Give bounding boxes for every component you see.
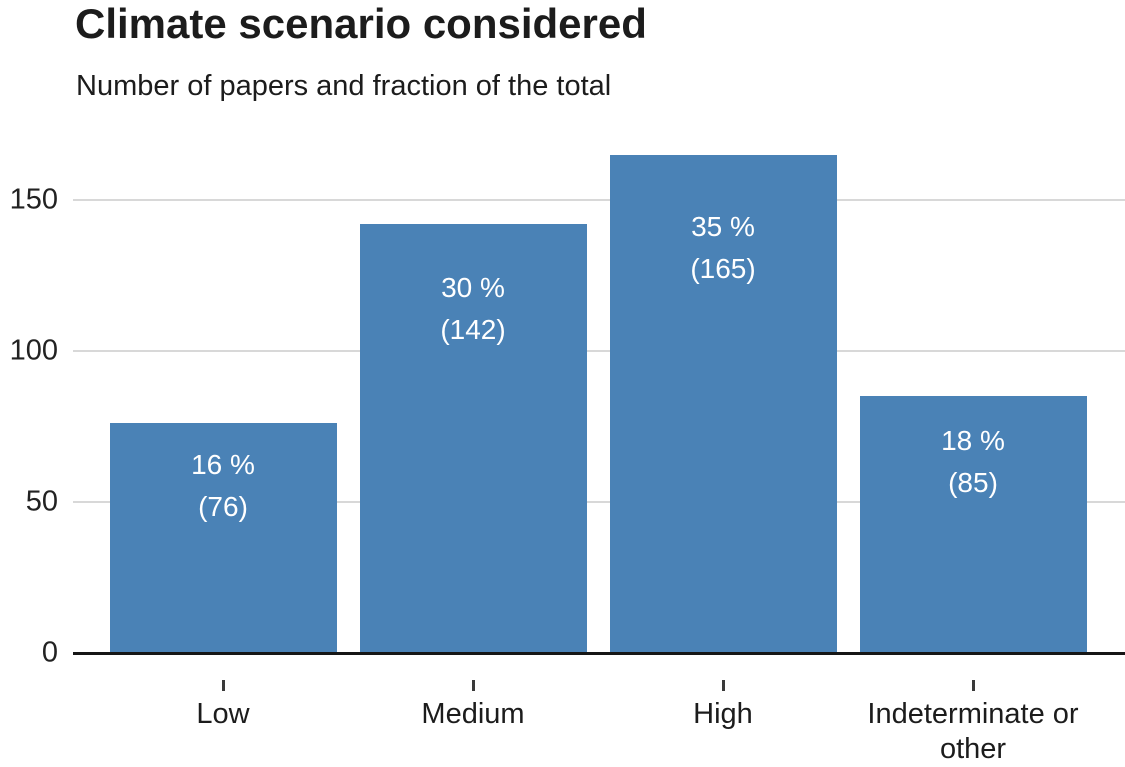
x-label-low: Low [196, 698, 250, 730]
bar-percent-label: 30 % [441, 272, 505, 304]
y-tick-label-100: 100 [9, 334, 58, 367]
chart-title: Climate scenario considered [75, 0, 647, 47]
chart-subtitle: Number of papers and fraction of the tot… [76, 70, 612, 102]
y-tick-label-50: 50 [25, 485, 58, 518]
x-tick-indeterminate-or-other [971, 680, 975, 691]
bar-low: 16 % (76) [109, 423, 337, 653]
gridline-100 [73, 350, 1125, 352]
y-tick-label-150: 150 [9, 183, 58, 216]
bar-percent-label: 35 % [691, 210, 755, 242]
gridline-150 [73, 199, 1125, 201]
y-tick-label-0: 0 [41, 636, 58, 669]
bar-percent-label: 16 % [191, 448, 255, 480]
x-axis-line [73, 652, 1125, 655]
bar-count-label: (165) [690, 252, 756, 284]
bar-count-label: (76) [198, 490, 248, 522]
x-tick-medium [471, 680, 475, 691]
bar-indeterminate-or-other: 18 % (85) [859, 396, 1087, 653]
x-label-high: High [693, 698, 753, 730]
bar-label-group: 18 % (85) [860, 396, 1087, 504]
bar-count-label: (85) [948, 466, 998, 498]
bar-count-label: (142) [440, 314, 506, 346]
gridline-50 [73, 501, 1125, 503]
x-label-indeterminate-or-other: Indeterminate or other [867, 698, 1079, 765]
bar-label-group: 16 % (76) [110, 423, 337, 527]
x-label-medium: Medium [421, 698, 525, 730]
x-tick-high [721, 680, 725, 691]
bar-label-group: 30 % (142) [360, 224, 587, 351]
bar-label-group: 35 % (165) [610, 155, 837, 290]
x-tick-low [221, 680, 225, 691]
bar-high: 35 % (165) [609, 154, 837, 653]
bar-medium: 30 % (142) [359, 224, 587, 653]
bar-percent-label: 18 % [941, 424, 1005, 456]
